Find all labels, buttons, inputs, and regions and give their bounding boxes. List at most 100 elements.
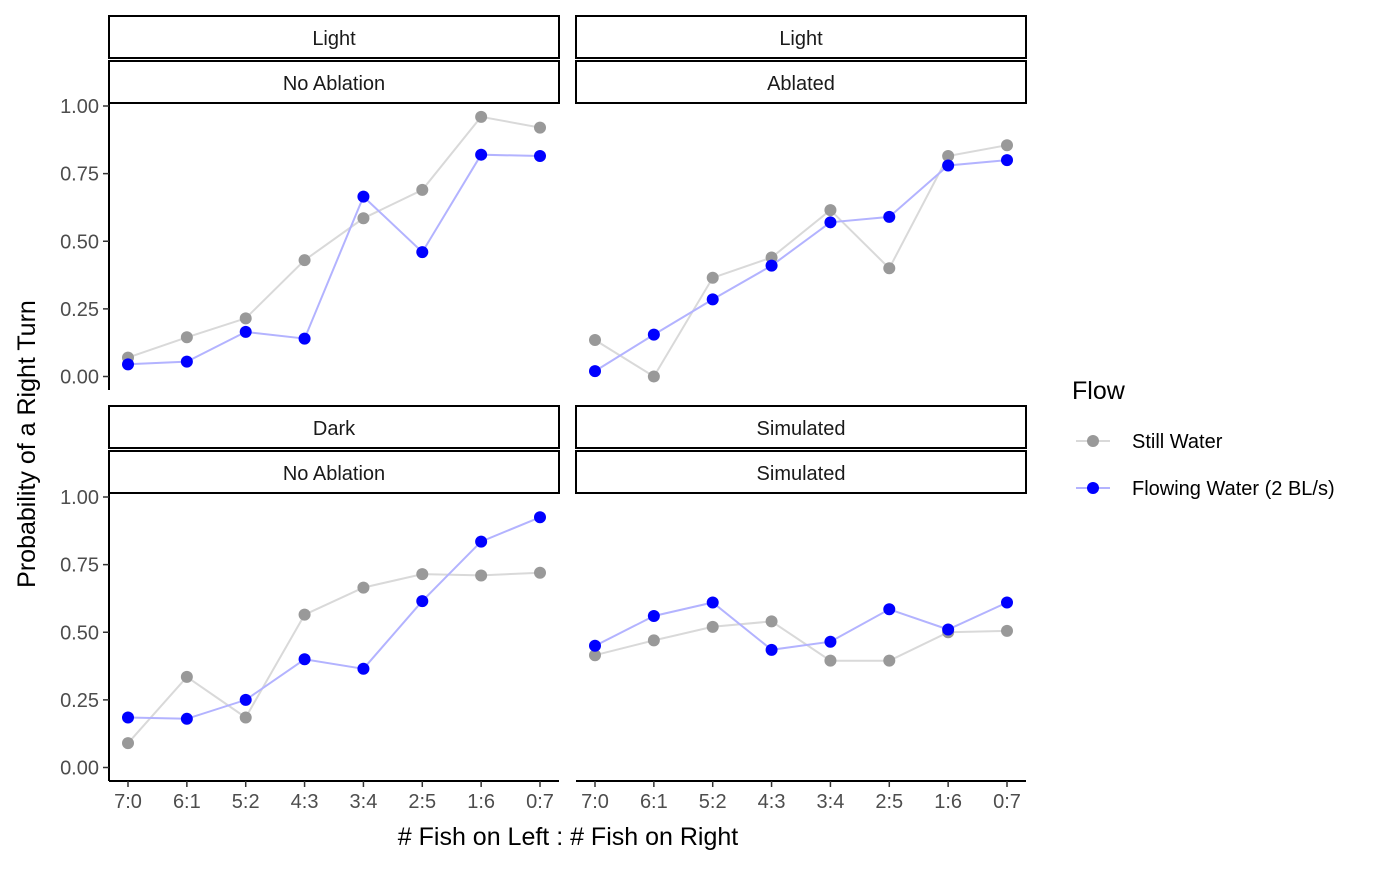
series-line	[127, 571, 541, 744]
data-point	[589, 333, 601, 346]
data-point	[824, 635, 837, 648]
data-point	[180, 712, 193, 725]
y-tick-label: 0.50	[60, 622, 99, 644]
data-point	[706, 293, 719, 306]
legend-title: Flow	[1072, 377, 1126, 405]
legend-key-point	[1087, 435, 1099, 447]
series-line	[594, 620, 1008, 662]
facet-panel: Light No Ablation 0.00 0.25 0.50 0.75 1.00	[60, 15, 560, 390]
y-tick-label: 1.00	[60, 487, 99, 509]
x-tick-label: 1:6	[934, 791, 962, 813]
y-tick-label: 1.00	[60, 96, 99, 118]
data-point	[475, 110, 488, 123]
strip-top-box	[108, 15, 560, 59]
x-tick-label: 5:2	[232, 791, 260, 813]
data-point	[416, 246, 429, 259]
data-point	[824, 654, 837, 667]
data-point	[765, 615, 778, 628]
data-point	[416, 183, 429, 196]
y-tick-label: 0.50	[60, 231, 99, 253]
data-point	[883, 210, 896, 223]
data-point	[647, 634, 660, 647]
y-axis-title: Probability of a Right Turn	[13, 300, 41, 588]
data-point	[883, 603, 896, 616]
data-point	[589, 649, 601, 662]
data-point	[534, 566, 546, 579]
data-point	[1001, 139, 1013, 152]
y-tick-label: 0.75	[60, 555, 99, 577]
data-point	[239, 693, 252, 706]
data-point	[122, 358, 134, 371]
x-tick-label: 3:4	[350, 791, 378, 813]
data-point	[534, 150, 546, 163]
data-point	[180, 355, 193, 368]
data-point	[647, 610, 660, 623]
data-point	[298, 608, 311, 621]
data-point	[357, 662, 370, 675]
x-tick-label: 6:1	[640, 791, 668, 813]
data-point	[534, 511, 546, 524]
strip-bottom-label: Simulated	[757, 463, 846, 485]
data-point	[298, 653, 311, 666]
data-point	[589, 639, 601, 652]
series-line	[127, 115, 541, 359]
data-point	[534, 121, 546, 134]
data-point	[1001, 596, 1013, 609]
data-point	[1001, 154, 1013, 167]
series-line	[594, 159, 1008, 372]
data-point	[416, 568, 429, 581]
data-point	[475, 148, 488, 161]
strip-top-box	[575, 15, 1027, 59]
facet-panel: Dark No Ablation 0.00 0.25 0.50 0.75 1.00 7:0 6:…	[60, 405, 560, 813]
strip-bottom-label: No Ablation	[283, 73, 385, 95]
strip-bottom-box	[575, 60, 1027, 104]
data-point	[647, 370, 660, 383]
strip-top-box	[108, 405, 560, 449]
legend-key-point	[1087, 482, 1099, 494]
data-point	[475, 535, 488, 548]
data-point	[765, 643, 778, 656]
strip-bottom-label: Ablated	[767, 73, 835, 95]
series-line	[594, 601, 1008, 651]
y-tick-label: 0.75	[60, 164, 99, 186]
strip-top-label: Dark	[313, 418, 356, 440]
strip-bottom-box	[575, 450, 1027, 494]
series-line	[127, 516, 541, 720]
strip-top-label: Simulated	[757, 418, 846, 440]
x-tick-label: 2:5	[875, 791, 903, 813]
strip-top-label: Light	[779, 28, 823, 50]
data-point	[765, 259, 778, 272]
legend-entry-label: Flowing Water (2 BL/s)	[1132, 478, 1335, 500]
data-point	[239, 312, 252, 325]
data-point	[239, 711, 252, 724]
strip-bottom-box	[108, 60, 560, 104]
y-tick-label: 0.00	[60, 367, 99, 389]
data-point	[824, 216, 837, 229]
data-point	[298, 332, 311, 345]
legend-entry-label: Still Water	[1132, 431, 1223, 453]
data-point	[647, 328, 660, 341]
x-tick-label: 2:5	[408, 791, 436, 813]
data-point	[942, 623, 955, 636]
data-point	[357, 212, 370, 225]
strip-top-box	[575, 405, 1027, 449]
legend: Still Water Flowing Water (2 BL/s)	[1076, 431, 1335, 500]
x-tick-label: 5:2	[699, 791, 727, 813]
data-point	[824, 204, 837, 217]
data-point	[180, 331, 193, 344]
x-tick-label: 0:7	[526, 791, 554, 813]
facet-panel: Simulated Simulated 7:0 6:1 5:2 4:3 3:4 2:5 1:6 0…	[575, 405, 1027, 813]
x-axis-title: # Fish on Left : # Fish on Right	[398, 823, 739, 851]
data-point	[357, 581, 370, 594]
data-point	[589, 365, 601, 378]
x-tick-label: 0:7	[993, 791, 1021, 813]
x-tick-label: 1:6	[467, 791, 495, 813]
data-point	[706, 271, 719, 284]
data-point	[706, 596, 719, 609]
x-tick-label: 7:0	[114, 791, 142, 813]
data-point	[122, 711, 134, 724]
data-point	[239, 325, 252, 338]
data-point	[298, 254, 311, 267]
